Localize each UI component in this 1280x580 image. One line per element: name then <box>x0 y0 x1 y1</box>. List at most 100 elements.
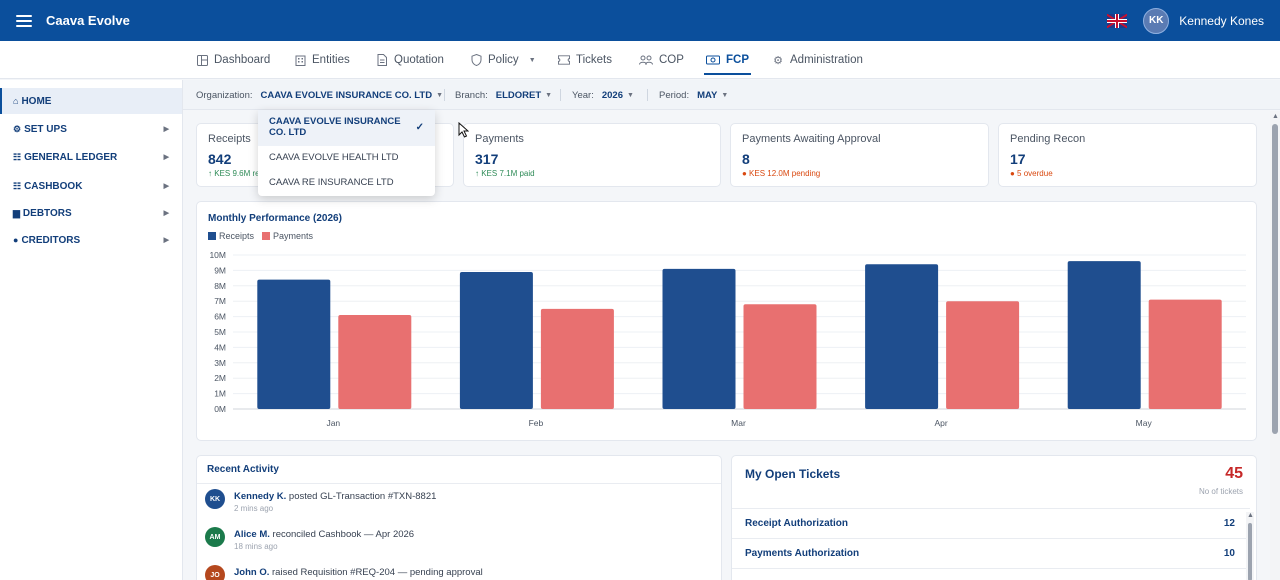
stat-label: Payments <box>475 133 524 145</box>
debtors-icon: ▆ <box>13 207 20 218</box>
organization-filter[interactable]: Organization: CAAVA EVOLVE INSURANCE CO.… <box>196 80 443 110</box>
y-tick-label: 3M <box>214 358 226 368</box>
open-tickets-panel: My Open Tickets 45 No of tickets Receipt… <box>731 455 1257 580</box>
bar-payments-may <box>1148 299 1222 409</box>
chevron-right-icon: ▶ <box>163 126 169 133</box>
bar-receipts-feb <box>459 271 533 409</box>
stat-card-pending-recon[interactable]: Pending Recon 17 ● 5 overdue <box>998 123 1257 187</box>
year-select[interactable]: 2026 <box>601 89 623 101</box>
sidebar-item-creditors[interactable]: ● CREDITORS ▶ <box>0 227 182 253</box>
scroll-up-icon[interactable]: ▲ <box>1272 113 1279 120</box>
tab-cop[interactable]: COP <box>639 41 684 79</box>
stat-sub: ↑ KES 7.1M paid <box>475 169 535 178</box>
sidebar-item-cashbook[interactable]: ☷ CASHBOOK ▶ <box>0 173 182 199</box>
stat-sub: ● 5 overdue <box>1010 169 1053 178</box>
sidebar-item-setups[interactable]: ⚙ SET UPS ▶ <box>0 116 182 142</box>
period-filter[interactable]: Period: MAY ▼ <box>659 80 728 110</box>
creditors-icon: ● <box>13 235 19 245</box>
tab-fcp[interactable]: FCP <box>704 41 751 79</box>
x-tick-label: Feb <box>529 418 544 428</box>
activity-text: John O. raised Requisition #REQ-204 — pe… <box>234 567 483 578</box>
bar-payments-feb <box>540 308 614 409</box>
scroll-up-icon[interactable]: ▲ <box>1247 512 1254 519</box>
year-filter[interactable]: Year: 2026 ▼ <box>572 80 634 110</box>
chevron-right-icon: ▶ <box>163 237 169 244</box>
tab-policy[interactable]: Policy ▼ <box>470 41 536 79</box>
x-tick-label: Jan <box>326 418 340 428</box>
bar-chart: 0M 1M 2M 3M 4M 5M 6M 7M 8M 9M 10M Jan Feb Mar Apr May <box>209 250 1246 428</box>
tab-label: COP <box>659 54 684 66</box>
legend-label: Receipts <box>219 231 255 241</box>
activity-action: raised Requisition #REQ-204 — pending ap… <box>269 567 483 578</box>
sidebar-item-label: CASHBOOK <box>24 180 83 192</box>
tab-label: Dashboard <box>214 54 271 66</box>
tab-label: Administration <box>790 54 863 66</box>
tab-quotation[interactable]: Quotation <box>376 41 444 79</box>
legend-item-payments[interactable]: Payments <box>262 231 313 241</box>
stat-label: Pending Recon <box>1010 133 1086 145</box>
tab-administration[interactable]: ⚙ Administration <box>772 41 863 79</box>
ticket-row-receipt-authorization[interactable]: Receipt Authorization 12 <box>732 508 1250 538</box>
legend-item-receipts[interactable]: Receipts <box>208 231 254 241</box>
bar-receipts-may <box>1067 261 1141 409</box>
activity-item[interactable]: JO John O. raised Requisition #REQ-204 —… <box>205 565 705 580</box>
activity-action: posted GL-Transaction #TXN-8821 <box>286 491 437 502</box>
stat-card-payments[interactable]: Payments 317 ↑ KES 7.1M paid <box>463 123 721 187</box>
bar-receipts-jan <box>257 279 331 409</box>
sidebar-item-label: DEBTORS <box>22 207 72 219</box>
dropdown-option-health[interactable]: CAAVA EVOLVE HEALTH LTD <box>258 146 435 170</box>
sidebar-item-home[interactable]: ⌂ HOME <box>0 88 182 114</box>
filter-bar: Organization: CAAVA EVOLVE INSURANCE CO.… <box>183 80 1280 110</box>
stat-value: 317 <box>475 151 499 167</box>
dashboard-icon <box>196 54 208 66</box>
ticket-row-value: 12 <box>1223 518 1235 529</box>
sidebar-item-debtors[interactable]: ▆ DEBTORS ▶ <box>0 200 182 226</box>
chevron-down-icon: ▼ <box>436 91 443 99</box>
stat-value: 8 <box>742 151 750 167</box>
ticket-row-payments-authorization[interactable]: Payments Authorization 10 <box>732 538 1250 568</box>
organization-select[interactable]: CAAVA EVOLVE INSURANCE CO. LTD <box>260 89 433 101</box>
users-icon <box>639 54 653 66</box>
avatar[interactable]: KK <box>1143 7 1170 34</box>
y-tick-label: 9M <box>214 265 226 275</box>
ticket-count-label: No of tickets <box>1198 487 1243 496</box>
ticket-icon <box>558 54 570 66</box>
branch-filter[interactable]: Branch: ELDORET ▼ <box>455 80 552 110</box>
activity-action: reconciled Cashbook — Apr 2026 <box>269 529 415 540</box>
menu-icon[interactable] <box>16 14 32 27</box>
chevron-right-icon: ▶ <box>163 210 169 217</box>
activity-item[interactable]: KK Kennedy K. posted GL-Transaction #TXN… <box>205 489 705 521</box>
tab-label: FCP <box>726 54 749 66</box>
y-tick-label: 8M <box>214 281 226 291</box>
activity-item[interactable]: AM Alice M. reconciled Cashbook — Apr 20… <box>205 527 705 559</box>
ticket-row-label: Payments Authorization <box>745 548 860 559</box>
page-scroll-thumb[interactable] <box>1272 124 1278 434</box>
sidebar-item-general-ledger[interactable]: ☷ GENERAL LEDGER ▶ <box>0 144 182 170</box>
tickets-scroll-thumb[interactable] <box>1248 523 1252 580</box>
tab-tickets[interactable]: Tickets <box>558 41 612 79</box>
uk-flag-icon[interactable] <box>1107 13 1128 28</box>
dropdown-option-insurance[interactable]: CAAVA EVOLVE INSURANCE CO. LTD ✓ <box>258 110 435 146</box>
home-icon: ⌂ <box>13 96 19 106</box>
stat-value: 17 <box>1010 151 1026 167</box>
sidebar-item-label: SET UPS <box>24 123 67 135</box>
stat-card-awaiting-approval[interactable]: Payments Awaiting Approval 8 ● KES 12.0M… <box>730 123 989 187</box>
activity-user: Alice M. <box>234 529 270 540</box>
filter-label: Organization: <box>196 89 253 101</box>
x-tick-label: Mar <box>731 418 746 428</box>
top-header: Caava Evolve KK Kennedy Kones <box>0 0 1280 41</box>
tab-dashboard[interactable]: Dashboard <box>196 41 270 79</box>
user-name[interactable]: Kennedy Kones <box>1179 13 1264 28</box>
period-select[interactable]: MAY <box>697 89 718 101</box>
branch-select[interactable]: ELDORET <box>495 89 542 101</box>
ticket-row-partial[interactable] <box>732 568 1250 580</box>
money-icon <box>706 54 720 66</box>
ledger-icon: ☷ <box>13 151 22 162</box>
gear-icon: ⚙ <box>13 123 22 134</box>
y-tick-label: 6M <box>214 312 226 322</box>
activity-time: 2 mins ago <box>234 504 274 513</box>
y-tick-label: 5M <box>214 327 226 337</box>
tab-entities[interactable]: Entities <box>294 41 350 79</box>
shield-icon <box>470 54 482 66</box>
dropdown-option-reinsurance[interactable]: CAAVA RE INSURANCE LTD <box>258 171 435 195</box>
